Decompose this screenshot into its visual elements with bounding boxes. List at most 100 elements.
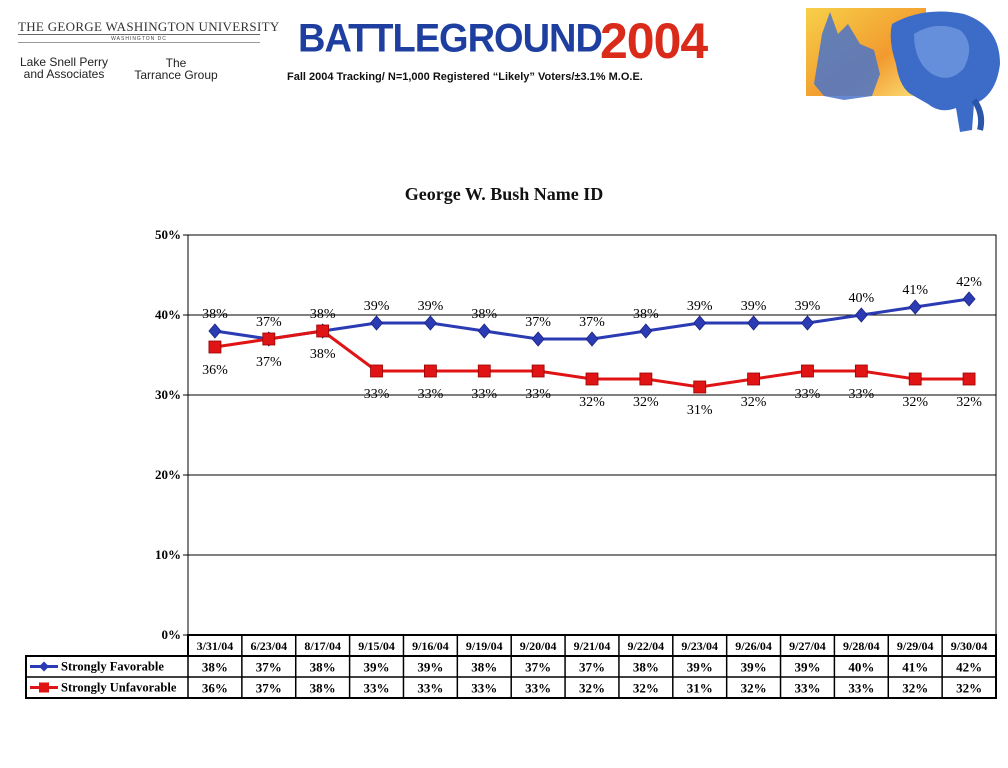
unfavorable-point: [531, 364, 545, 378]
firm1-line2: and Associates: [23, 67, 105, 81]
table-cell-value: 38%: [471, 660, 497, 675]
unfavorable-point: [585, 372, 599, 386]
unfavorable-point: [962, 372, 976, 386]
firm-lake-snell: Lake Snell Perry and Associates: [18, 56, 110, 80]
table-cell-value: 39%: [741, 660, 767, 675]
university-name: THE GEORGE WASHINGTON UNIVERSITY: [18, 19, 280, 34]
table-cell-value: 41%: [902, 660, 928, 675]
x-category-label: 9/19/04: [466, 639, 503, 653]
table-cell-value: 33%: [794, 681, 820, 696]
firm-tarrance: The Tarrance Group: [128, 57, 224, 81]
firm2-line1: The: [165, 56, 187, 70]
table-cell-value: 31%: [687, 681, 713, 696]
unfavorable-point: [477, 364, 491, 378]
favorable-point: [854, 307, 868, 323]
x-category-label: 9/26/04: [735, 639, 772, 653]
legend-swatch-diamond: [39, 661, 49, 672]
favorable-point: [800, 315, 814, 331]
table-cell-value: 42%: [956, 660, 982, 675]
favorable-data-label: 38%: [202, 307, 228, 322]
table-cell-value: 39%: [687, 660, 713, 675]
plot-frame: [187, 234, 997, 636]
university-rule: [18, 34, 260, 35]
favorable-point: [693, 315, 707, 331]
donkey-elephant-icon: [806, 8, 1000, 133]
favorable-data-label: 39%: [795, 299, 821, 314]
unfavorable-data-label: 32%: [956, 395, 982, 410]
unfavorable-data-label: 33%: [471, 387, 497, 402]
favorable-data-label: 37%: [256, 315, 282, 330]
y-tick-labels: 0% 10% 20% 30% 40% 50%: [155, 227, 181, 642]
favorable-point: [370, 315, 384, 331]
x-category-label: 3/31/04: [197, 639, 234, 653]
unfavorable-point: [423, 364, 437, 378]
unfavorable-data-label: 33%: [418, 387, 444, 402]
favorable-data-label: 40%: [848, 291, 874, 306]
y-tick-label: 20%: [155, 467, 181, 482]
favorable-data-label: 39%: [418, 299, 444, 314]
table-cell-value: 38%: [202, 660, 228, 675]
unfavorable-point: [208, 340, 222, 354]
brand-word: BATTLEGROUND: [298, 16, 603, 62]
table-cell-value: 38%: [310, 681, 336, 696]
unfavorable-point: [801, 364, 814, 378]
favorable-point: [423, 315, 437, 331]
legend-series-name: Strongly Unfavorable: [61, 681, 177, 695]
unfavorable-point: [693, 380, 707, 394]
data-labels: 38% 37% 38% 39% 39% 38% 37% 37% 38% 39% 39% 39% 40% 4…: [202, 275, 982, 418]
unfavorable-point: [747, 372, 760, 386]
x-category-label: 9/23/04: [681, 639, 718, 653]
favorable-data-label: 38%: [471, 307, 497, 322]
x-category-label: 9/29/04: [897, 639, 934, 653]
x-category-label: 9/16/04: [412, 639, 449, 653]
legend-series-name: Strongly Favorable: [61, 660, 164, 674]
unfavorable-point: [908, 372, 922, 386]
unfavorable-data-label: 32%: [902, 395, 928, 410]
favorable-point: [908, 299, 922, 315]
unfavorable-point: [262, 332, 276, 346]
table-cell-value: 32%: [741, 681, 767, 696]
x-category-label: 9/27/04: [789, 639, 826, 653]
unfavorable-data-label: 33%: [364, 387, 390, 402]
favorable-point: [208, 323, 222, 339]
table-cell-value: 38%: [633, 660, 659, 675]
x-category-label: 9/30/04: [951, 639, 988, 653]
table-cell-value: 32%: [902, 681, 928, 696]
university-rule-2: [18, 42, 260, 43]
favorable-data-label: 39%: [364, 299, 390, 314]
series-markers: [208, 291, 976, 394]
table-cell-value: 33%: [417, 681, 443, 696]
favorable-data-label: 42%: [956, 275, 982, 290]
favorable-point: [962, 291, 976, 307]
table-cell-value: 32%: [579, 681, 605, 696]
unfavorable-data-label: 36%: [202, 363, 228, 378]
y-tick-label: 40%: [155, 307, 181, 322]
table-cell-value: 37%: [579, 660, 605, 675]
y-tick-label: 30%: [155, 387, 181, 402]
table-cell-value: 32%: [956, 681, 982, 696]
x-category-label: 9/22/04: [628, 639, 665, 653]
unfavorable-point: [639, 372, 653, 386]
x-category-label: 9/21/04: [574, 639, 611, 653]
favorable-data-label: 37%: [579, 315, 605, 330]
unfavorable-data-label: 31%: [687, 403, 713, 418]
unfavorable-point: [370, 364, 383, 378]
table-cell-value: 40%: [848, 660, 874, 675]
table-cell-value: 37%: [256, 681, 282, 696]
y-tick-label: 50%: [155, 227, 181, 242]
brand-year: 2004: [600, 13, 708, 69]
data-table: 3/31/04 6/23/04 8/17/04 9/15/04 9/16/04 9/19/…: [25, 634, 997, 699]
favorable-data-label: 38%: [310, 307, 336, 322]
favorable-point: [585, 331, 599, 347]
table-cell-value: 36%: [202, 681, 228, 696]
table-cell-value: 37%: [256, 660, 282, 675]
unfavorable-data-label: 33%: [795, 387, 821, 402]
table-cell-value: 39%: [364, 660, 390, 675]
chart-title: George W. Bush Name ID: [404, 184, 604, 204]
table-cell-value: 33%: [364, 681, 390, 696]
unfavorable-point: [316, 324, 330, 338]
favorable-point: [639, 323, 653, 339]
favorable-point: [477, 323, 491, 339]
favorable-data-label: 39%: [741, 299, 767, 314]
